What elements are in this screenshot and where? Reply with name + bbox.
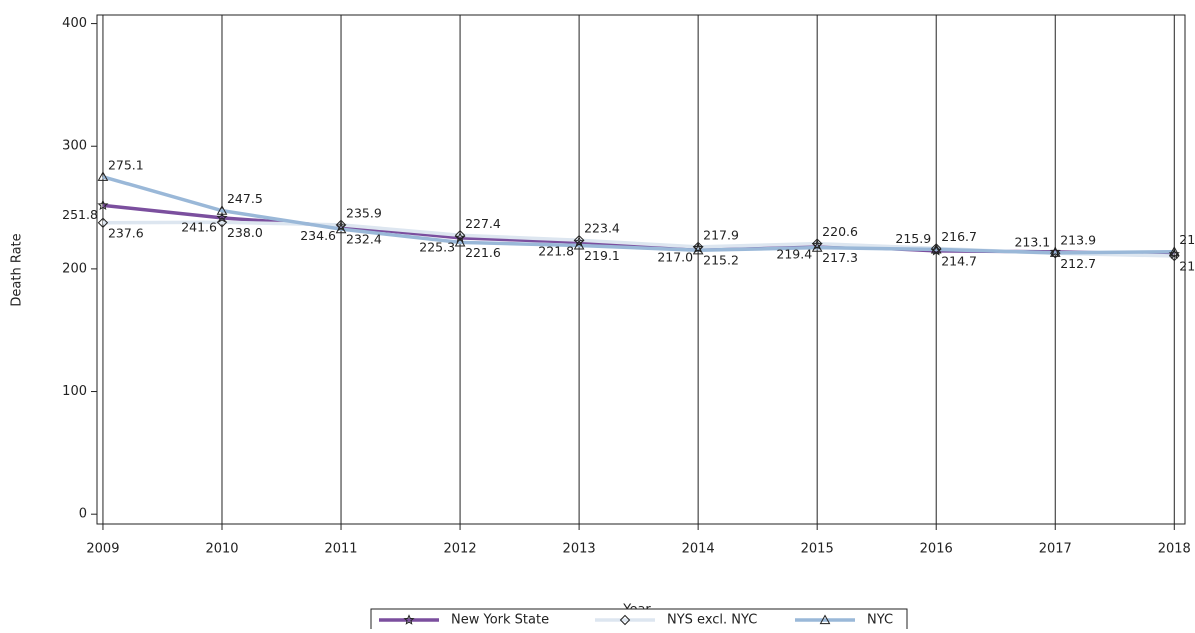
marker [1049, 247, 1061, 257]
data-label: 235.9 [346, 205, 382, 220]
data-label: 216.7 [941, 229, 977, 244]
y-tick-label: 400 [62, 16, 87, 31]
data-label: 227.4 [465, 216, 501, 231]
data-label: 217.9 [703, 227, 739, 242]
series-line [102, 175, 1175, 255]
x-tick-label: 2009 [86, 542, 119, 557]
marker [811, 239, 823, 250]
legend-marker [403, 614, 415, 625]
y-axis-label: Death Rate [10, 233, 25, 306]
y-tick-label: 0 [79, 507, 87, 522]
marker [454, 236, 466, 247]
marker [692, 242, 704, 253]
x-tick-label: 2011 [324, 542, 357, 557]
data-label: 241.6 [181, 219, 217, 234]
legend-label: New York State [451, 613, 549, 628]
data-label: 217.0 [657, 250, 693, 265]
marker [811, 238, 823, 249]
data-label: 232.4 [346, 232, 382, 247]
x-tick-label: 2014 [682, 542, 715, 557]
data-label: 234.6 [300, 228, 336, 243]
data-label: 213.9 [1060, 232, 1096, 247]
marker [97, 199, 109, 211]
marker [335, 219, 347, 231]
data-label: 221.8 [538, 244, 574, 259]
x-tick-label: 2016 [920, 542, 953, 557]
marker [1049, 246, 1061, 257]
x-tick-label: 2018 [1158, 542, 1191, 557]
data-label: 221.6 [465, 245, 501, 260]
legend-label: NYS excl. NYC [667, 613, 757, 628]
marker [692, 241, 704, 253]
data-label: 215.2 [703, 253, 739, 268]
marker [97, 171, 109, 181]
data-label: 237.6 [108, 225, 144, 240]
marker [335, 220, 347, 232]
marker [1050, 248, 1061, 259]
legend-marker [819, 614, 831, 625]
data-label: 275.1 [108, 157, 144, 172]
marker [216, 217, 228, 228]
data-label: 225.3 [419, 239, 455, 254]
data-label: 220.6 [822, 224, 858, 239]
data-label: 214.0 [1179, 232, 1195, 247]
x-tick-label: 2013 [563, 542, 596, 557]
y-tick-label: 200 [62, 261, 87, 276]
marker [930, 243, 942, 254]
marker [454, 230, 466, 241]
marker [335, 223, 347, 234]
marker [692, 244, 704, 255]
marker [216, 212, 228, 223]
data-label: 251.8 [62, 207, 98, 222]
data-label: 214.7 [941, 253, 977, 268]
x-tick-label: 2017 [1039, 542, 1072, 557]
marker [1168, 246, 1180, 256]
data-label: 223.4 [584, 221, 620, 236]
legend-label: NYC [867, 613, 893, 628]
data-label: 213.1 [1014, 234, 1050, 249]
data-label: 238.0 [227, 225, 263, 240]
marker [573, 239, 585, 250]
marker [573, 234, 585, 246]
marker [811, 242, 823, 252]
x-tick-label: 2015 [801, 542, 834, 557]
y-tick-label: 300 [62, 139, 87, 154]
data-label: 219.4 [776, 247, 812, 262]
x-tick-label: 2010 [205, 542, 238, 557]
data-label: 215.9 [895, 231, 931, 246]
y-tick-label: 100 [62, 384, 87, 399]
data-label: 219.1 [584, 248, 620, 263]
data-label: 212.7 [1060, 256, 1096, 271]
marker [97, 217, 109, 228]
legend-marker [619, 614, 631, 626]
marker [216, 205, 228, 215]
plot-frame [96, 14, 1186, 525]
marker [1169, 250, 1180, 262]
data-label: 210.5 [1179, 259, 1195, 274]
data-label: 247.5 [227, 191, 263, 206]
x-tick-label: 2012 [444, 542, 477, 557]
data-label: 217.3 [822, 250, 858, 265]
